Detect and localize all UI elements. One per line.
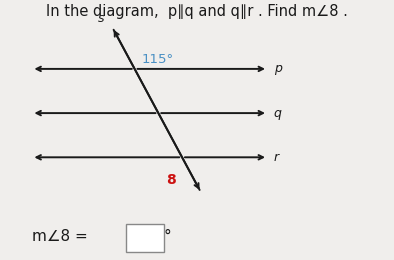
Text: 8: 8: [166, 173, 176, 187]
Text: p: p: [274, 62, 282, 75]
Text: °: °: [164, 229, 171, 244]
Text: r: r: [274, 151, 279, 164]
Text: q: q: [274, 107, 282, 120]
Text: m∠8 =: m∠8 =: [32, 229, 92, 244]
Text: In the diagram,  p∥q and q∥r . Find m∠8 .: In the diagram, p∥q and q∥r . Find m∠8 .: [46, 4, 348, 19]
Text: 115°: 115°: [142, 53, 174, 66]
Text: s: s: [98, 12, 104, 25]
FancyBboxPatch shape: [126, 224, 164, 252]
